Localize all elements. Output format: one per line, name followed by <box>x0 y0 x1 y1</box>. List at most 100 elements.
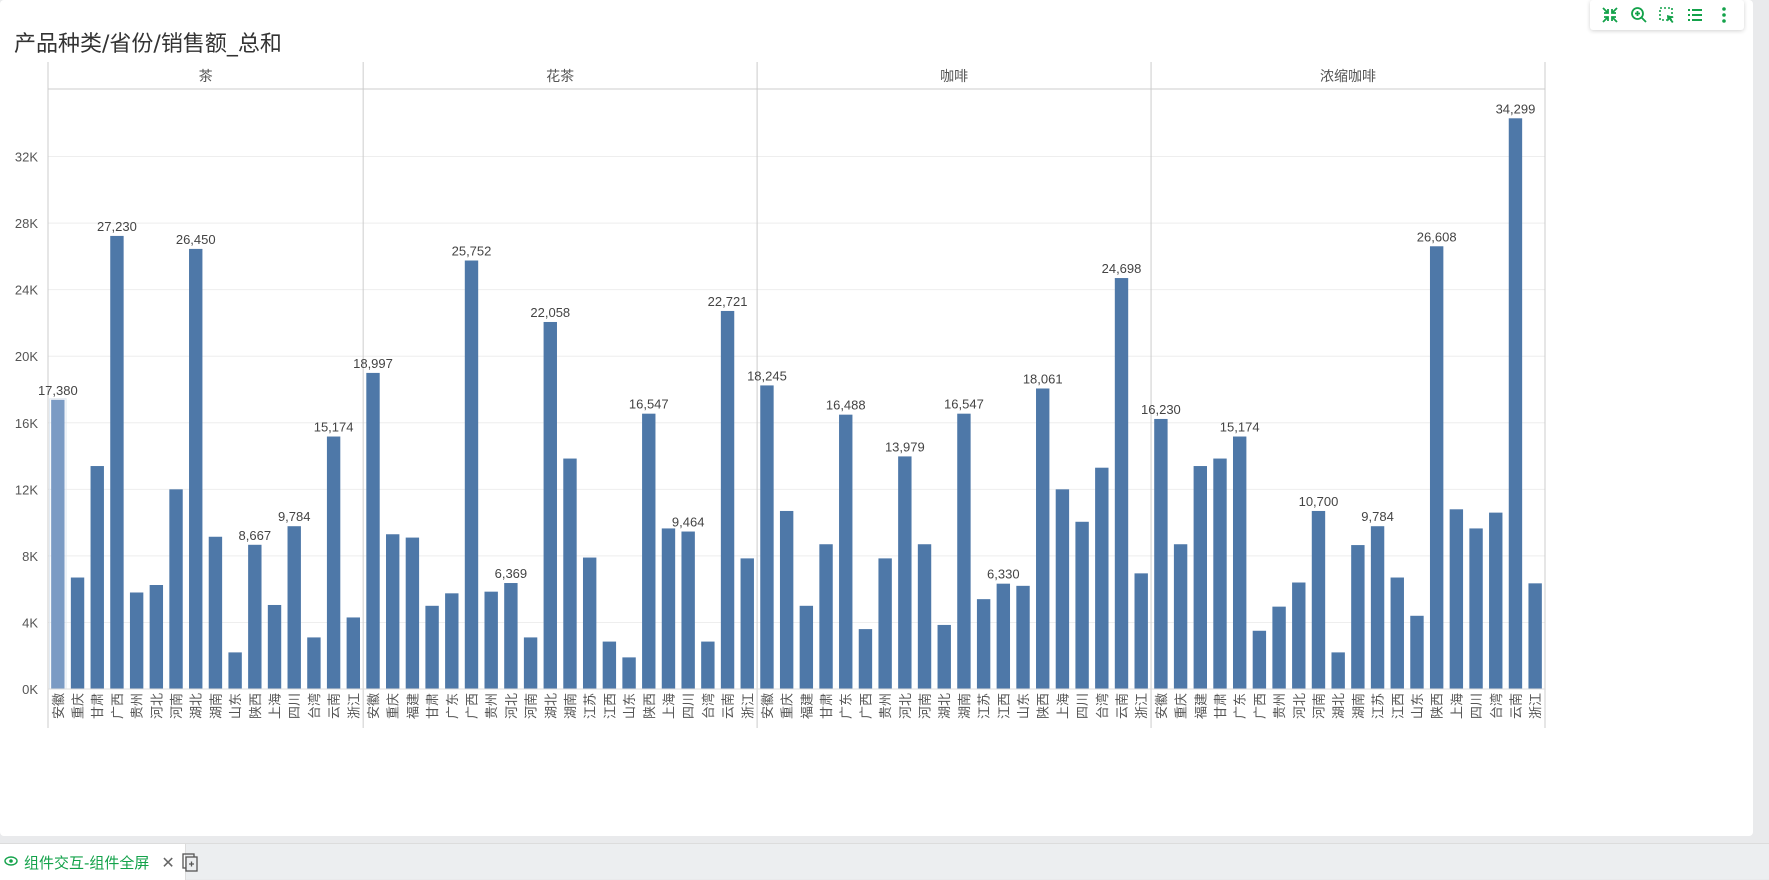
close-icon[interactable]: ✕ <box>161 852 175 872</box>
data-label: 15,174 <box>1220 420 1260 435</box>
collapse-icon[interactable] <box>1599 4 1621 26</box>
panel-header: 浓缩咖啡 <box>1320 68 1376 84</box>
data-label: 27,230 <box>97 219 137 234</box>
bar <box>1134 573 1148 689</box>
bar <box>1173 544 1188 689</box>
bar <box>858 629 873 689</box>
zoom-in-icon[interactable] <box>1628 4 1650 26</box>
x-tick-label: 河北 <box>505 693 520 719</box>
bar <box>760 385 774 689</box>
x-tick-label: 河南 <box>1311 693 1327 719</box>
x-tick-label: 河北 <box>150 693 165 719</box>
bar <box>642 413 656 689</box>
bar <box>149 585 164 689</box>
bar <box>1370 526 1385 689</box>
bar <box>543 321 557 689</box>
select-icon[interactable] <box>1656 4 1678 26</box>
bar <box>1213 458 1227 689</box>
bar <box>878 558 892 689</box>
sheet-tab[interactable]: 组件交互-组件全屏 ✕ <box>0 844 186 880</box>
bar <box>839 414 853 689</box>
x-tick-label: 福建 <box>1194 693 1209 719</box>
x-tick-label: 河南 <box>918 693 934 719</box>
x-tick-label: 甘肃 <box>820 693 835 719</box>
x-tick-label: 浙江 <box>347 693 362 719</box>
bar <box>740 558 754 689</box>
data-label: 13,979 <box>885 439 925 454</box>
x-tick-label: 山东 <box>1411 693 1426 719</box>
list-icon[interactable] <box>1684 4 1706 26</box>
bar <box>346 617 361 689</box>
bar <box>1528 583 1542 689</box>
more-icon[interactable] <box>1713 4 1735 26</box>
sheet-tab-label: 组件交互-组件全屏 <box>24 853 150 872</box>
add-sheet-icon[interactable] <box>180 852 200 872</box>
bar <box>1331 652 1345 689</box>
x-tick-label: 江苏 <box>583 693 599 719</box>
bar <box>720 310 735 689</box>
data-label: 18,997 <box>353 356 393 371</box>
bar <box>681 531 695 689</box>
data-label: 17,380 <box>38 383 78 398</box>
x-tick-label: 云南 <box>327 693 343 719</box>
data-label: 9,784 <box>1361 509 1394 524</box>
x-tick-label: 重庆 <box>1174 693 1190 719</box>
bar <box>563 458 577 689</box>
eye-icon <box>4 853 18 872</box>
bar <box>1429 246 1444 689</box>
chart-toolbar <box>1590 0 1744 30</box>
bar <box>1508 118 1523 690</box>
x-tick-label: 上海 <box>269 693 284 719</box>
bar <box>957 413 971 689</box>
data-label: 16,547 <box>629 397 669 412</box>
bar <box>169 489 183 689</box>
x-tick-label: 湖北 <box>938 693 953 719</box>
x-tick-label: 广东 <box>1234 693 1249 719</box>
x-tick-label: 重庆 <box>386 693 402 719</box>
x-tick-label: 福建 <box>800 693 815 719</box>
bar <box>701 641 715 689</box>
data-label: 34,299 <box>1496 101 1536 116</box>
data-label: 24,698 <box>1102 261 1142 276</box>
bar <box>1114 278 1129 689</box>
bar <box>1351 545 1365 689</box>
panel-header: 花茶 <box>546 68 574 84</box>
bar <box>504 583 518 689</box>
x-tick-label: 贵州 <box>131 693 146 719</box>
x-tick-label: 山东 <box>623 693 638 719</box>
panel-header: 茶 <box>199 68 213 84</box>
data-label: 22,058 <box>530 305 570 320</box>
chart-title: 产品种类/省份/销售额_总和 <box>14 32 282 57</box>
y-tick-label: 16K <box>15 416 38 431</box>
bar <box>779 510 794 689</box>
y-tick-label: 4K <box>22 615 38 630</box>
y-tick-label: 28K <box>15 216 38 231</box>
x-tick-label: 台湾 <box>307 693 323 719</box>
bar <box>51 399 65 689</box>
bar <box>208 536 223 689</box>
x-tick-label: 上海 <box>1056 693 1071 719</box>
x-tick-label: 浙江 <box>1529 693 1544 719</box>
x-tick-label: 云南 <box>1115 693 1131 719</box>
bar <box>523 637 538 689</box>
data-label: 6,369 <box>495 566 528 581</box>
x-tick-label: 台湾 <box>1489 693 1505 719</box>
x-tick-label: 贵州 <box>879 693 894 719</box>
bar <box>70 577 85 689</box>
bar <box>661 528 676 689</box>
data-label: 16,488 <box>826 398 866 413</box>
data-label: 15,174 <box>314 420 354 435</box>
bar <box>976 599 991 689</box>
x-tick-label: 湖南 <box>563 693 579 719</box>
x-tick-label: 浙江 <box>1135 693 1150 719</box>
bar <box>1095 467 1109 689</box>
x-tick-label: 湖南 <box>957 693 973 719</box>
x-tick-label: 陕西 <box>249 693 264 719</box>
bar <box>1154 418 1168 689</box>
bar <box>917 544 932 689</box>
bar <box>90 466 104 689</box>
x-tick-label: 江苏 <box>977 693 993 719</box>
x-tick-label: 陕西 <box>1037 693 1052 719</box>
data-label: 9,784 <box>278 509 311 524</box>
data-label: 8,667 <box>239 528 272 543</box>
